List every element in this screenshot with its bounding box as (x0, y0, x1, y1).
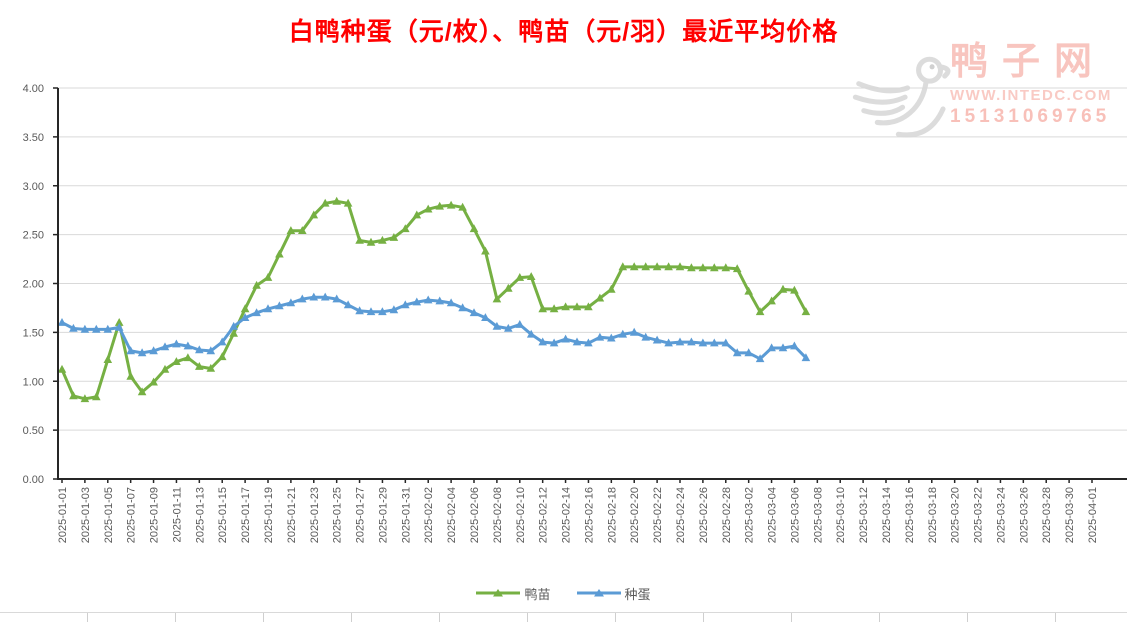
svg-text:4.00: 4.00 (23, 83, 44, 95)
svg-text:2025-02-08: 2025-02-08 (492, 487, 504, 543)
svg-text:2025-01-27: 2025-01-27 (355, 487, 367, 543)
svg-text:2025-03-04: 2025-03-04 (767, 487, 779, 543)
svg-text:2.00: 2.00 (23, 279, 44, 291)
watermark-phone: 15131069765 (950, 105, 1111, 127)
chart-legend: 鸭苗 种蛋 (0, 582, 1127, 604)
svg-text:2025-02-22: 2025-02-22 (652, 487, 664, 543)
svg-text:2025-01-15: 2025-01-15 (217, 487, 229, 543)
svg-text:2025-01-09: 2025-01-09 (149, 487, 161, 543)
legend-label-breeding-egg: 种蛋 (624, 586, 651, 602)
svg-text:2025-02-20: 2025-02-20 (629, 487, 641, 543)
svg-text:2025-03-10: 2025-03-10 (835, 487, 847, 543)
svg-text:2025-02-28: 2025-02-28 (721, 487, 733, 543)
svg-text:2025-03-24: 2025-03-24 (995, 487, 1007, 543)
svg-text:0.00: 0.00 (23, 474, 44, 486)
svg-text:2025-03-14: 2025-03-14 (881, 487, 893, 543)
svg-text:2025-02-04: 2025-02-04 (446, 487, 458, 543)
svg-text:2025-02-24: 2025-02-24 (675, 487, 687, 543)
svg-text:2025-01-25: 2025-01-25 (332, 487, 344, 543)
table-top-edge (0, 612, 1127, 622)
svg-text:2025-01-19: 2025-01-19 (263, 487, 275, 543)
legend-marker-breeding-egg-icon (576, 589, 621, 597)
svg-text:2025-01-29: 2025-01-29 (377, 487, 389, 543)
svg-text:2025-04-01: 2025-04-01 (1087, 487, 1099, 543)
svg-text:0.50: 0.50 (23, 425, 44, 437)
svg-text:2025-03-18: 2025-03-18 (927, 487, 939, 543)
svg-text:2025-03-16: 2025-03-16 (904, 487, 916, 543)
svg-text:2025-01-31: 2025-01-31 (400, 487, 412, 543)
svg-text:2025-03-08: 2025-03-08 (812, 487, 824, 543)
svg-text:2025-03-26: 2025-03-26 (1018, 487, 1030, 543)
svg-text:2025-02-10: 2025-02-10 (515, 487, 527, 543)
svg-text:2025-03-30: 2025-03-30 (1064, 487, 1076, 543)
svg-text:2025-01-13: 2025-01-13 (194, 487, 206, 543)
svg-text:2025-01-03: 2025-01-03 (80, 487, 92, 543)
svg-text:2025-03-12: 2025-03-12 (858, 487, 870, 543)
svg-text:2025-01-05: 2025-01-05 (103, 487, 115, 543)
svg-text:2025-02-26: 2025-02-26 (698, 487, 710, 543)
svg-text:1.00: 1.00 (23, 376, 44, 388)
svg-text:2025-02-16: 2025-02-16 (583, 487, 595, 543)
svg-text:3.50: 3.50 (23, 132, 44, 144)
svg-text:2025-02-14: 2025-02-14 (561, 487, 573, 543)
svg-text:2.50: 2.50 (23, 230, 44, 242)
legend-item-duckling: 鸭苗 (476, 584, 551, 603)
svg-text:3.00: 3.00 (23, 181, 44, 193)
svg-text:2025-03-22: 2025-03-22 (973, 487, 985, 543)
svg-text:2025-01-21: 2025-01-21 (286, 487, 298, 543)
legend-item-breeding-egg: 种蛋 (576, 584, 651, 603)
chart-title: 白鸭种蛋（元/枚）、鸭苗（元/羽）最近平均价格 (288, 18, 839, 46)
svg-text:2025-01-17: 2025-01-17 (240, 487, 252, 543)
svg-text:2025-02-12: 2025-02-12 (538, 487, 550, 543)
svg-text:2025-02-06: 2025-02-06 (469, 487, 481, 543)
svg-text:2025-02-18: 2025-02-18 (606, 487, 618, 543)
watermark-site-name: 鸭子网 (950, 41, 1107, 83)
svg-text:2025-01-07: 2025-01-07 (126, 487, 138, 543)
svg-text:2025-03-02: 2025-03-02 (744, 487, 756, 543)
svg-text:2025-01-01: 2025-01-01 (57, 487, 69, 543)
svg-text:2025-02-02: 2025-02-02 (423, 487, 435, 543)
svg-text:2025-03-20: 2025-03-20 (950, 487, 962, 543)
svg-text:2025-01-11: 2025-01-11 (171, 487, 183, 542)
svg-text:2025-03-06: 2025-03-06 (789, 487, 801, 543)
legend-marker-duckling-icon (476, 589, 521, 597)
svg-text:2025-01-23: 2025-01-23 (309, 487, 321, 543)
svg-text:2025-03-28: 2025-03-28 (1041, 487, 1053, 543)
legend-label-duckling: 鸭苗 (524, 586, 551, 602)
watermark-site-url: WWW.INTEDC.COM (950, 86, 1112, 104)
svg-text:1.50: 1.50 (23, 327, 44, 339)
